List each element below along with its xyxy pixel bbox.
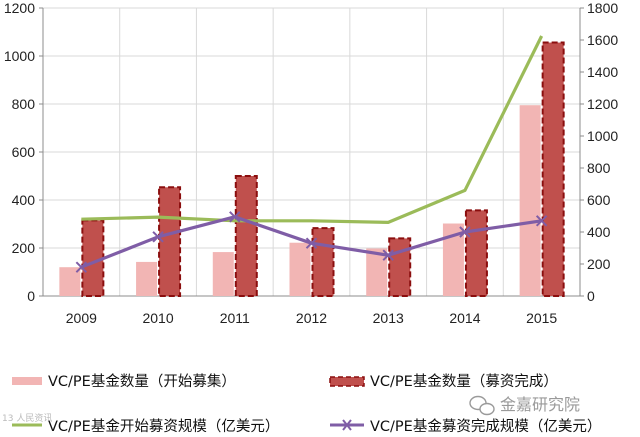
left-tick-label: 1000 xyxy=(4,48,35,64)
watermark: 金嘉研究院 13 人民资讯 xyxy=(2,395,580,424)
right-tick-label: 800 xyxy=(587,160,611,176)
line-marker-2015 xyxy=(535,215,548,227)
right-tick-label: 1800 xyxy=(587,0,618,16)
legend-swatch-bar-start xyxy=(12,377,42,385)
bar-start-2014 xyxy=(442,223,464,296)
left-tick-label: 200 xyxy=(12,240,36,256)
line-marker-2012 xyxy=(305,237,318,249)
bars xyxy=(59,41,565,298)
bar-done-2015 xyxy=(541,41,565,298)
legend-label-line-done: VC/PE基金募资完成规模（亿美元） xyxy=(370,418,601,435)
gridlines xyxy=(43,7,580,296)
right-tick-label: 400 xyxy=(587,224,611,240)
wechat-icon xyxy=(469,395,495,416)
x-tick-label: 2011 xyxy=(220,310,250,326)
legend-label-bar-start: VC/PE基金数量（开始募集） xyxy=(48,373,236,390)
line-marker-2010 xyxy=(152,231,164,243)
x-tick-label: 2010 xyxy=(142,310,173,326)
x-tick-label: 2015 xyxy=(526,310,557,326)
x-tick-label: 2009 xyxy=(66,310,97,326)
bar-start-2009 xyxy=(59,267,81,296)
line-marker-2009 xyxy=(75,261,88,273)
legend: VC/PE基金数量（开始募集） VC/PE基金数量（募资完成） VC/PE基金开… xyxy=(12,373,601,435)
right-tick-label: 1400 xyxy=(587,64,618,80)
right-tick-label: 200 xyxy=(587,256,611,272)
bar-start-2015 xyxy=(519,105,541,296)
legend-swatch-bar-done xyxy=(329,376,365,387)
series-line-0 xyxy=(81,35,544,224)
bar-start-2012 xyxy=(289,242,311,296)
left-tick-label: 600 xyxy=(12,144,36,160)
right-tick-label: 1000 xyxy=(587,128,618,144)
x-tick-label: 2014 xyxy=(449,310,480,326)
bar-start-2013 xyxy=(366,248,388,296)
right-tick-label: 0 xyxy=(587,288,595,304)
left-tick-label: 400 xyxy=(12,192,36,208)
lines xyxy=(75,35,548,273)
line-marker-2013 xyxy=(382,249,394,261)
bar-done-2010 xyxy=(158,186,182,297)
right-tick-label: 1600 xyxy=(587,32,618,48)
left-tick-label: 800 xyxy=(12,96,36,112)
legend-marker-x xyxy=(342,419,352,431)
bar-start-2011 xyxy=(212,252,234,296)
tick-labels: 0 200 400 600 800 1000 1200 0 200 400 600 800 1000 12… xyxy=(4,0,619,326)
left-tick-label: 0 xyxy=(27,288,35,304)
x-tick-label: 2012 xyxy=(296,310,327,326)
legend-label-line-start: VC/PE基金开始募资规模（亿美元） xyxy=(48,418,279,435)
bar-start-2010 xyxy=(136,261,158,296)
bar-done-2011 xyxy=(234,175,258,297)
line-marker-2014 xyxy=(459,226,471,238)
legend-label-bar-done: VC/PE基金数量（募资完成） xyxy=(370,373,558,390)
bar-done-2013 xyxy=(388,237,412,297)
bar-done-2014 xyxy=(464,209,488,298)
x-tick-label: 2013 xyxy=(373,310,404,326)
right-tick-label: 1200 xyxy=(587,96,618,112)
watermark-text: 金嘉研究院 xyxy=(500,395,580,414)
right-tick-label: 600 xyxy=(587,192,611,208)
corner-watermark: 13 人民资讯 xyxy=(2,413,52,424)
line-marker-2011 xyxy=(229,211,241,223)
left-tick-label: 1200 xyxy=(4,0,35,16)
